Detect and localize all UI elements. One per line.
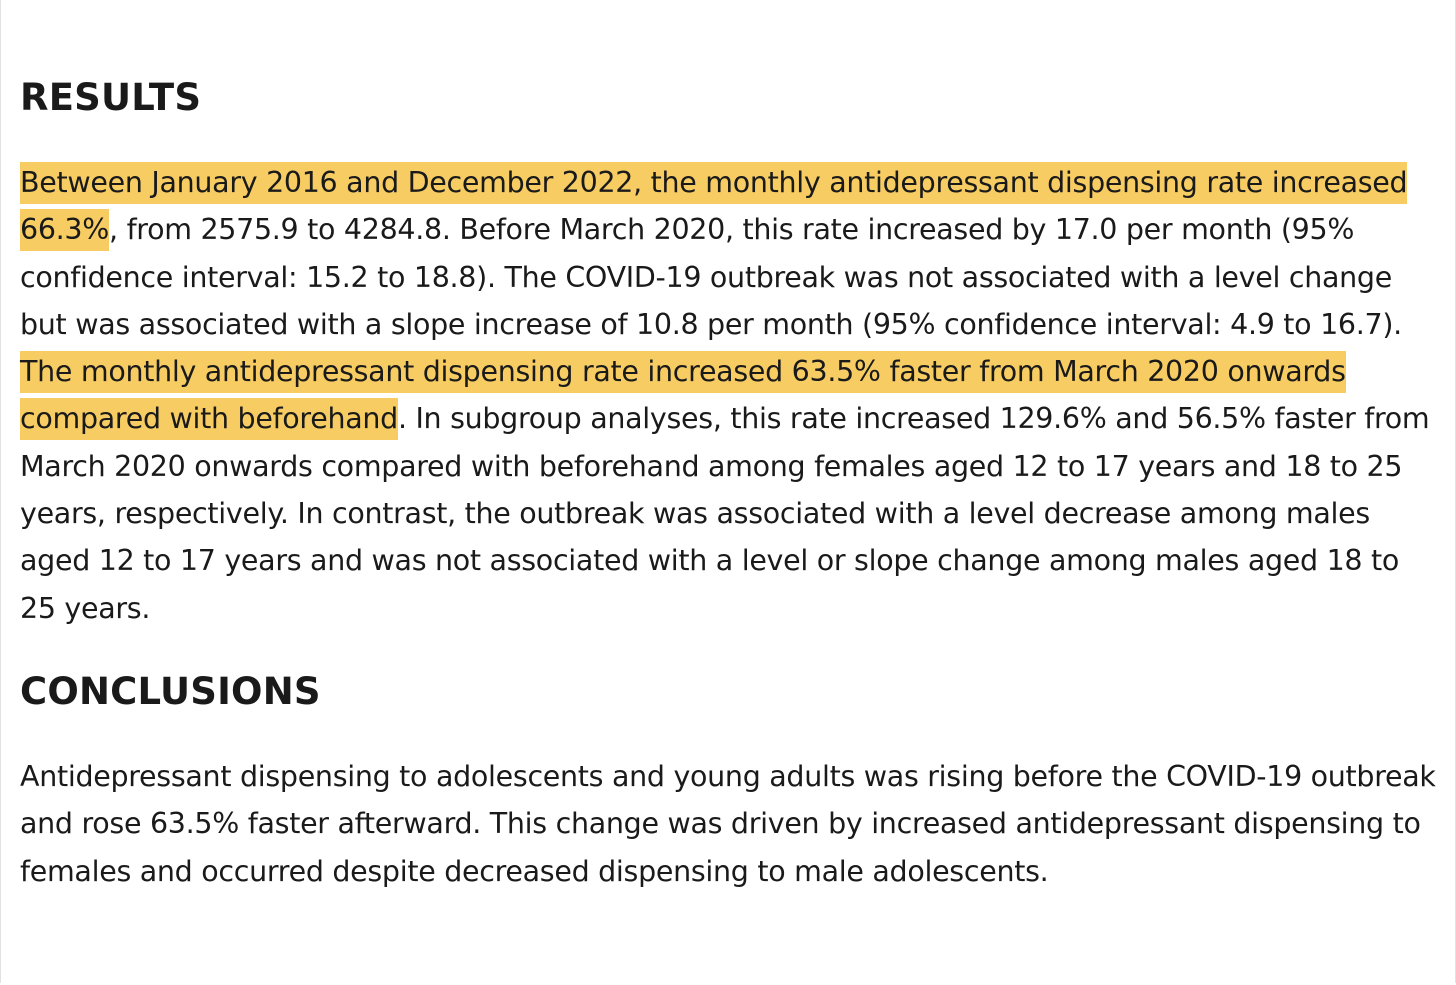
results-paragraph: Between January 2016 and December 2022, … bbox=[20, 159, 1438, 632]
results-text-segment: . In subgroup analyses, this rate increa… bbox=[20, 402, 1430, 625]
conclusions-heading: CONCLUSIONS bbox=[20, 670, 321, 713]
results-text-segment: , from 2575.9 to 4284.8. Before March 20… bbox=[20, 213, 1402, 341]
results-heading: RESULTS bbox=[20, 76, 202, 119]
conclusions-paragraph: Antidepressant dispensing to adolescents… bbox=[20, 760, 1436, 888]
